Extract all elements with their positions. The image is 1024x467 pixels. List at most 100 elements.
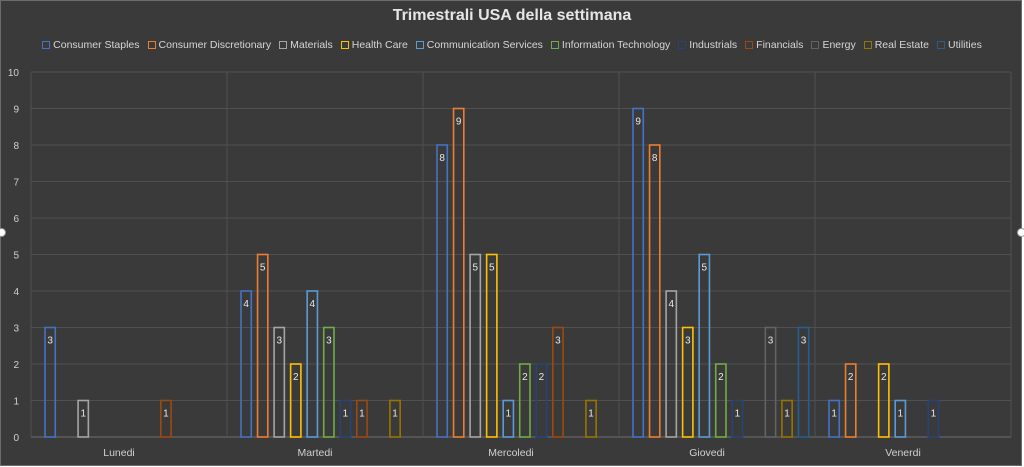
data-label: 3 [555,336,561,347]
data-label: 2 [848,372,854,383]
data-label: 4 [310,299,316,310]
bar [469,253,482,438]
legend-label: Consumer Staples [53,39,140,51]
data-label: 1 [343,409,349,420]
data-label: 2 [539,372,545,383]
data-label: 5 [472,263,478,274]
y-tick-label: 5 [13,251,19,262]
y-tick-label: 9 [13,105,19,116]
bar [665,290,678,438]
data-label: 9 [456,117,462,128]
bar [764,326,777,438]
bar [389,399,401,438]
data-label: 9 [635,117,641,128]
legend-item: Industrials [678,39,737,51]
data-label: 3 [685,336,691,347]
data-label: 1 [506,409,512,420]
data-label: 1 [80,409,86,420]
legend-item: Health Care [340,39,408,51]
data-label: 2 [881,372,887,383]
bar [585,399,597,438]
y-tick-label: 6 [13,214,19,225]
bar [927,399,940,438]
y-tick-label: 0 [13,433,19,444]
resize-handle-left[interactable] [0,228,6,237]
legend-item: Information Technology [550,39,670,51]
legend-swatch [340,41,349,49]
data-label: 1 [831,409,837,420]
legend-swatch [863,41,872,49]
legend-item: Utilities [937,39,982,51]
chart-title: Trimestrali USA della settimana [392,7,632,24]
bar [44,326,57,438]
legend-label: Consumer Discretionary [158,39,272,51]
y-tick-label: 8 [13,141,19,152]
bar [339,399,352,438]
data-label: 2 [718,372,724,383]
data-label: 5 [489,263,495,274]
data-label: 3 [801,336,807,347]
legend-swatch [279,41,288,49]
data-label: 2 [522,372,528,383]
legend-label: Real Estate [874,39,929,51]
legend-label: Utilities [948,39,982,51]
data-label: 1 [588,409,594,420]
bar [160,399,172,438]
legend-item: Consumer Staples [42,39,140,51]
data-label: 8 [652,153,658,164]
legend-swatch [550,41,559,49]
bar [356,399,368,438]
bar [256,253,269,438]
y-tick-label: 3 [13,324,19,335]
bar [240,290,253,438]
legend-item: Communication Services [415,39,543,51]
bar [714,363,727,438]
legend-label: Health Care [351,39,408,51]
resize-handle-right[interactable] [1017,228,1024,237]
legend-swatch [147,41,156,49]
data-label: 1 [163,409,169,420]
data-label: 1 [359,409,365,420]
legend-label: Financials [756,39,804,51]
legend-swatch [745,41,754,49]
legend-label: Industrials [689,39,738,51]
bar [502,399,515,438]
bar [632,107,645,438]
x-tick-label: Martedi [297,447,332,459]
data-label: 5 [260,263,266,274]
data-label: 1 [392,409,398,420]
legend-swatch [678,41,687,49]
x-tick-label: Venerdi [885,447,921,459]
legend-item: Materials [279,39,333,51]
data-label: 2 [293,372,299,383]
data-label: 3 [326,336,332,347]
legend-swatch [811,41,820,49]
bar [77,399,90,438]
legend-item: Energy [811,39,856,51]
bar [894,399,907,438]
legend-item: Real Estate [863,39,929,51]
bar [485,253,498,438]
x-tick-label: Giovedi [689,447,725,459]
data-label: 3 [47,336,53,347]
bar [289,363,302,438]
bar [877,363,890,438]
data-label: 3 [276,336,282,347]
data-label: 3 [768,336,774,347]
bar [698,253,711,438]
y-tick-label: 2 [13,360,19,371]
bar [681,326,694,438]
bar [518,363,531,438]
y-tick-label: 7 [13,178,19,189]
bar [552,326,564,438]
bar [306,290,319,438]
data-label: 1 [735,409,741,420]
bar [452,107,465,438]
data-label: 5 [702,263,708,274]
y-tick-label: 1 [13,397,19,408]
data-label: 8 [439,153,445,164]
bar [731,399,744,438]
